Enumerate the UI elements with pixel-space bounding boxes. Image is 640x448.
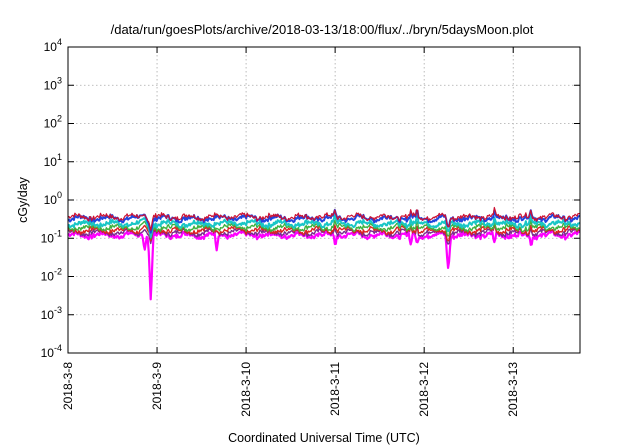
- x-tick-label: 2018-3-11: [328, 362, 342, 416]
- x-tick-label: 2018-3-8: [61, 362, 75, 410]
- y-tick-label: 102: [44, 114, 62, 131]
- chart-title: /data/run/goesPlots/archive/2018-03-13/1…: [111, 22, 534, 37]
- x-axis-label: Coordinated Universal Time (UTC): [228, 431, 420, 445]
- series-line-6: [67, 208, 581, 234]
- x-tick-label: 2018-3-13: [506, 362, 520, 417]
- series-line-1: [67, 229, 581, 301]
- x-tick-label: 2018-3-12: [417, 362, 431, 417]
- x-tick-label: 2018-3-9: [150, 362, 164, 410]
- y-tick-label: 10-3: [41, 305, 62, 322]
- y-tick-label: 101: [44, 152, 62, 169]
- series-line-7: [67, 206, 581, 231]
- x-tick-label: 2018-3-10: [239, 362, 253, 417]
- y-axis-label: cGy/day: [16, 176, 30, 223]
- y-tick-label: 10-4: [41, 343, 62, 360]
- ticks: 10-4 10-3 10-2 10-1 100 101 102 103 104 2018-3-8 2…: [41, 37, 580, 417]
- y-tick-label: 104: [44, 37, 62, 54]
- gridlines: [68, 47, 580, 353]
- series-group: [67, 206, 581, 301]
- y-tick-label: 10-1: [41, 228, 62, 245]
- y-tick-label: 10-2: [41, 267, 62, 284]
- y-tick-label: 103: [44, 75, 62, 92]
- y-tick-label: 100: [44, 190, 62, 207]
- series-line-5: [67, 214, 581, 238]
